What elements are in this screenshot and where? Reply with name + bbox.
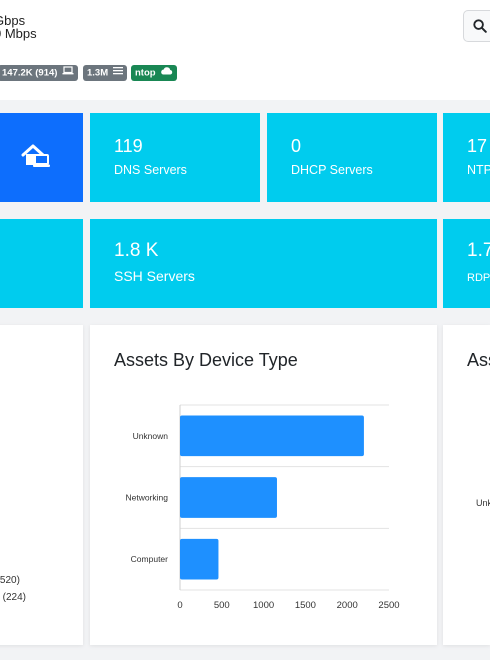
x-tick-label: 1000: [253, 600, 274, 611]
x-tick-label: 2500: [378, 600, 399, 611]
legend-item: c. (520): [0, 575, 20, 586]
x-tick-label: 2000: [337, 600, 358, 611]
ssh-servers-label: SSH Servers: [114, 268, 195, 284]
bar-chart: Unknown Networking Computer 0 500 1000 1500 200…: [125, 404, 400, 611]
right-chart-card: Ass Unk: [443, 325, 490, 645]
ntp-servers-tile[interactable]: 17 NTP: [443, 113, 490, 202]
x-tick-label: 1500: [295, 600, 316, 611]
row2-left-tile[interactable]: [0, 219, 83, 308]
axis-label: Unk: [476, 498, 490, 508]
bar: [180, 477, 277, 518]
ntp-servers-label: NTP: [467, 163, 490, 177]
bar: [180, 538, 219, 580]
throughput-gbps: Gbps: [0, 13, 26, 28]
legend-item: ers (224): [0, 592, 27, 603]
ntop-cloud-badge[interactable]: ntop: [131, 65, 178, 81]
ntop-badge-label: ntop: [135, 67, 156, 79]
ssh-servers-count: 1.8 K: [114, 240, 159, 261]
search-icon: [473, 19, 487, 33]
bar: [180, 415, 364, 457]
dns-servers-tile[interactable]: 119 DNS Servers: [90, 113, 260, 202]
rdp-servers-count: 1.7: [467, 240, 490, 261]
card-title: Assets By Device Type: [114, 350, 298, 370]
laptop-icon: [62, 65, 74, 81]
flows-badge[interactable]: 1.3M: [83, 65, 127, 81]
dns-servers-label: DNS Servers: [114, 163, 187, 177]
ssh-servers-tile[interactable]: 1.8 K SSH Servers: [90, 219, 437, 308]
device-type-card: Assets By Device Type Unknown Networking C…: [90, 325, 437, 645]
home-laptop-icon: [21, 144, 50, 167]
category-label: Networking: [125, 493, 168, 503]
dhcp-servers-tile[interactable]: 0 DHCP Servers: [267, 113, 437, 202]
top-navbar: Gbps 0 Mbps 147.2K (914) 1.3M ntop: [0, 0, 490, 100]
card-title: Ass: [467, 350, 490, 370]
x-tick-label: 500: [214, 600, 230, 611]
dhcp-servers-label: DHCP Servers: [291, 163, 373, 177]
list-icon: [112, 65, 123, 81]
throughput-mbps: 0 Mbps: [0, 26, 37, 41]
hosts-badge-label: 147.2K (914): [2, 67, 58, 79]
category-label: Unknown: [133, 431, 169, 441]
x-tick-label: 0: [177, 600, 182, 611]
rdp-servers-tile[interactable]: 1.7 RDP: [443, 219, 490, 308]
cloud-icon: [160, 65, 173, 81]
rdp-servers-label: RDP: [467, 272, 490, 284]
hosts-badge[interactable]: 147.2K (914): [0, 65, 79, 81]
flows-badge-label: 1.3M: [87, 67, 109, 79]
left-chart-card: c. (520) ers (224): [0, 325, 83, 645]
assets-tile[interactable]: [0, 113, 83, 202]
search-button[interactable]: [463, 10, 490, 42]
ntp-servers-count: 17: [467, 136, 488, 156]
dns-servers-count: 119: [114, 136, 143, 156]
category-label: Computer: [131, 554, 168, 564]
dhcp-servers-count: 0: [291, 136, 302, 156]
